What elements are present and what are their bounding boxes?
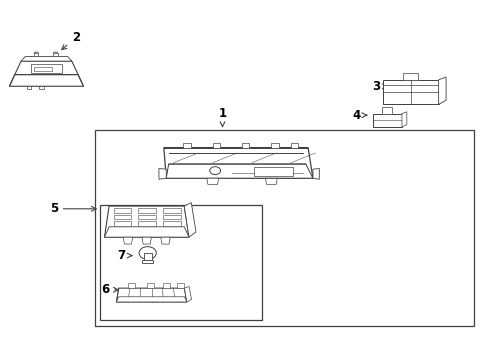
- Polygon shape: [159, 168, 166, 179]
- Polygon shape: [177, 283, 184, 288]
- Text: 2: 2: [61, 31, 80, 50]
- Bar: [143, 253, 151, 260]
- Polygon shape: [312, 168, 319, 179]
- Text: 3: 3: [372, 80, 386, 93]
- Bar: [31, 64, 62, 73]
- Text: 6: 6: [101, 283, 118, 296]
- Polygon shape: [271, 143, 278, 148]
- Polygon shape: [27, 86, 31, 89]
- Text: 1: 1: [218, 107, 226, 127]
- Polygon shape: [438, 77, 445, 104]
- Bar: [114, 221, 131, 226]
- Polygon shape: [403, 73, 417, 80]
- Bar: [138, 221, 156, 226]
- Bar: [163, 221, 181, 226]
- Polygon shape: [290, 143, 298, 148]
- Polygon shape: [183, 143, 190, 148]
- Polygon shape: [265, 178, 277, 184]
- Polygon shape: [163, 148, 312, 178]
- Polygon shape: [382, 80, 438, 104]
- Bar: [34, 67, 52, 71]
- Polygon shape: [372, 114, 401, 127]
- Bar: [95, 130, 473, 326]
- Bar: [114, 208, 131, 213]
- Polygon shape: [184, 203, 196, 237]
- Bar: [138, 208, 156, 213]
- Bar: [142, 260, 153, 263]
- Polygon shape: [206, 178, 218, 184]
- Text: 7: 7: [117, 249, 132, 262]
- Polygon shape: [15, 61, 78, 75]
- Bar: [138, 215, 156, 219]
- Polygon shape: [9, 75, 83, 86]
- Polygon shape: [142, 237, 151, 244]
- Polygon shape: [104, 227, 188, 237]
- Polygon shape: [146, 283, 154, 288]
- Polygon shape: [21, 57, 72, 61]
- Circle shape: [139, 247, 156, 259]
- Polygon shape: [161, 237, 170, 244]
- Polygon shape: [242, 143, 249, 148]
- Bar: [114, 215, 131, 219]
- Polygon shape: [382, 107, 391, 114]
- Polygon shape: [166, 164, 312, 178]
- Polygon shape: [116, 288, 186, 302]
- Polygon shape: [401, 112, 406, 127]
- Polygon shape: [53, 53, 58, 57]
- Polygon shape: [104, 206, 188, 237]
- Circle shape: [209, 167, 220, 175]
- Polygon shape: [163, 283, 170, 288]
- Bar: [163, 215, 181, 219]
- Polygon shape: [184, 287, 191, 302]
- Bar: [254, 167, 293, 176]
- Polygon shape: [128, 283, 135, 288]
- Polygon shape: [34, 53, 38, 57]
- Text: 5: 5: [50, 202, 96, 215]
- Text: 4: 4: [352, 109, 366, 122]
- Polygon shape: [123, 237, 132, 244]
- Polygon shape: [116, 297, 186, 302]
- Bar: [100, 205, 261, 320]
- Bar: [163, 208, 181, 213]
- Polygon shape: [40, 86, 43, 89]
- Polygon shape: [212, 143, 220, 148]
